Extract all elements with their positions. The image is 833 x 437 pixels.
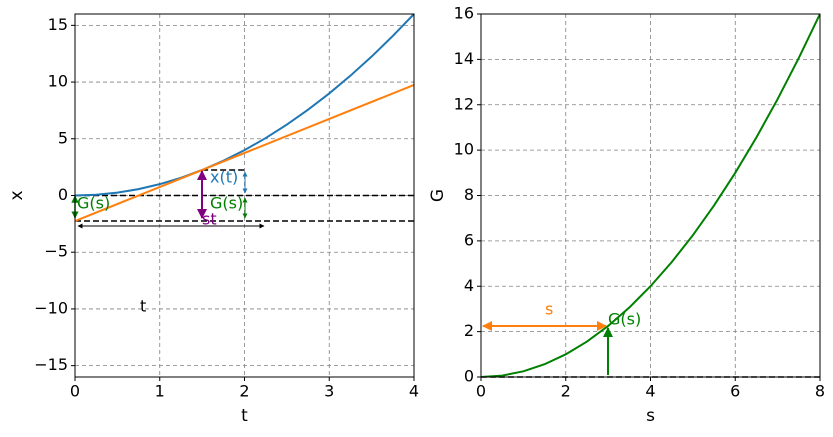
annotation: x(t) bbox=[210, 168, 238, 187]
y-tick-label: 0 bbox=[464, 367, 474, 386]
subplot: 0 2 4 6 8 0 2 4 6 8 10 12 14 16 s G(s) s G bbox=[428, 4, 825, 427]
x-tick-label: 6 bbox=[730, 382, 740, 401]
x-tick-label: 8 bbox=[815, 382, 825, 401]
x-tick-label: 1 bbox=[155, 382, 165, 401]
y-tick-label: 16 bbox=[454, 4, 474, 23]
y-tick-label: −15 bbox=[34, 355, 68, 374]
y-tick-label: 8 bbox=[464, 185, 474, 204]
line-series bbox=[75, 83, 414, 222]
x-tick-label: 0 bbox=[476, 382, 486, 401]
annotation: G(s) bbox=[77, 194, 110, 213]
y-tick-label: 0 bbox=[58, 185, 68, 204]
y-tick-label: −10 bbox=[34, 298, 68, 317]
y-tick-label: 10 bbox=[48, 72, 68, 91]
y-tick-label: 4 bbox=[464, 276, 474, 295]
line-series bbox=[481, 14, 820, 377]
x-tick-label: 4 bbox=[409, 382, 419, 401]
x-axis-label: t bbox=[241, 406, 248, 426]
y-axis-label: G bbox=[428, 189, 448, 202]
y-tick-label: 14 bbox=[454, 49, 474, 68]
annotation: s bbox=[545, 300, 553, 319]
axes-frame bbox=[480, 13, 821, 378]
x-axis-label: s bbox=[646, 406, 655, 426]
y-tick-label: 10 bbox=[454, 140, 474, 159]
y-tick-label: 5 bbox=[58, 128, 68, 147]
y-tick-label: 12 bbox=[454, 94, 474, 113]
y-tick-label: −5 bbox=[44, 242, 68, 261]
x-tick-label: 2 bbox=[239, 382, 249, 401]
x-tick-label: 3 bbox=[324, 382, 334, 401]
line-series bbox=[75, 14, 414, 197]
annotation: G(s) bbox=[608, 310, 641, 329]
x-tick-label: 0 bbox=[70, 382, 80, 401]
y-tick-label: 15 bbox=[48, 15, 68, 34]
x-tick-label: 4 bbox=[645, 382, 655, 401]
y-axis-label: x bbox=[7, 190, 27, 200]
axes-frame bbox=[74, 13, 415, 378]
y-tick-label: 6 bbox=[464, 230, 474, 249]
y-tick-label: 2 bbox=[464, 321, 474, 340]
annotation: t bbox=[140, 297, 146, 316]
x-tick-label: 2 bbox=[561, 382, 571, 401]
annotation: G(s) bbox=[210, 194, 243, 213]
annotation: st bbox=[202, 210, 217, 229]
